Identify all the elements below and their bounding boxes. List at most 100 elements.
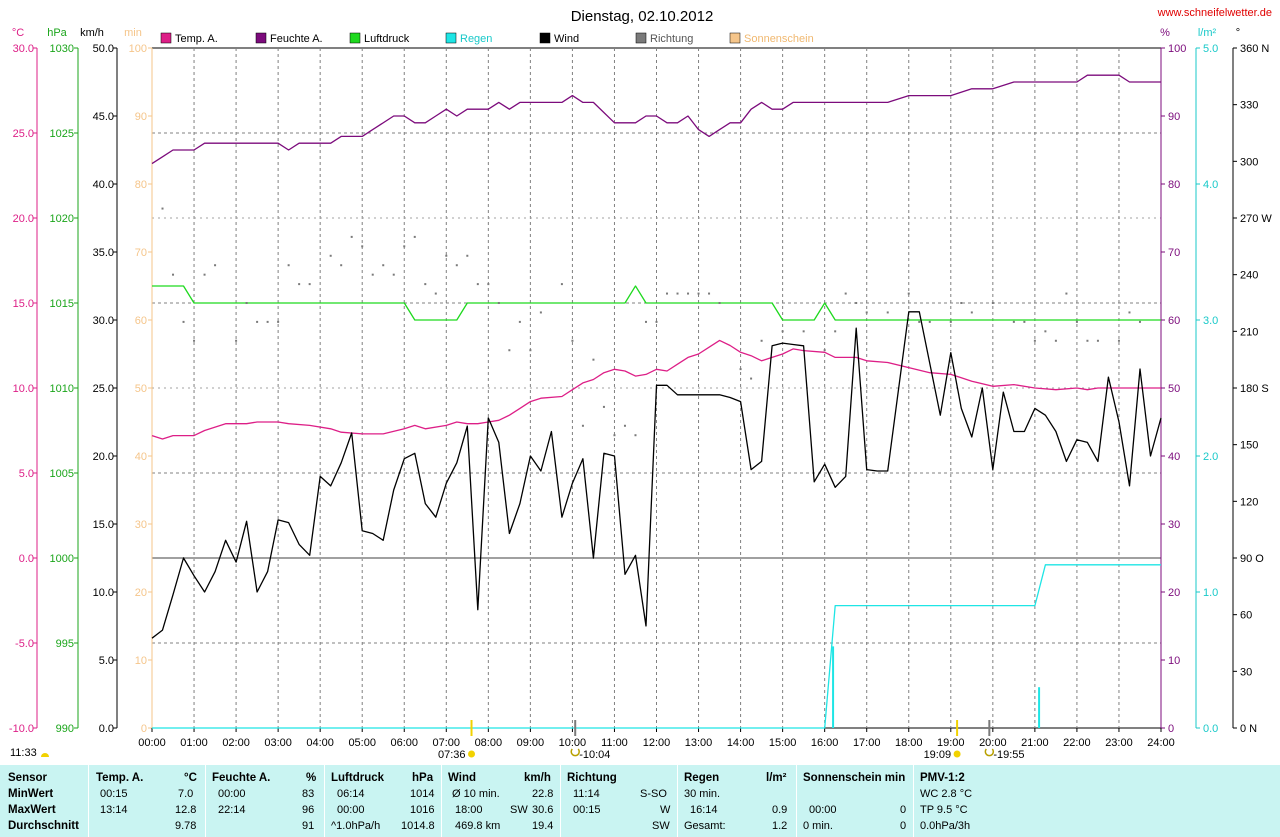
wind-unit-label: km/h bbox=[80, 27, 104, 39]
x-tick-label: 03:00 bbox=[264, 737, 292, 749]
x-tick-label: 24:00 bbox=[1147, 737, 1175, 749]
direction-point bbox=[560, 283, 563, 286]
rain-tick-label: 0.0 bbox=[1203, 723, 1218, 735]
legend-swatch bbox=[349, 32, 361, 44]
direction-tick-label: 120 bbox=[1240, 496, 1258, 508]
x-tick-label: 15:00 bbox=[769, 737, 797, 749]
wind-tick-label: 35.0 bbox=[93, 247, 114, 259]
moonrise-label: -19:55 bbox=[993, 749, 1024, 761]
direction-point bbox=[277, 320, 280, 323]
direction-point bbox=[161, 207, 164, 210]
x-tick-label: 00:00 bbox=[138, 737, 166, 749]
direction-point bbox=[256, 320, 259, 323]
direction-point bbox=[1086, 339, 1089, 342]
x-tick-label: 06:00 bbox=[390, 737, 418, 749]
direction-point bbox=[287, 264, 290, 267]
stats-humidity-min-time: 00:00 bbox=[218, 788, 246, 800]
humidity-tick-label: 80 bbox=[1168, 179, 1180, 191]
humidity-tick-label: 50 bbox=[1168, 383, 1180, 395]
x-tick-label: 01:00 bbox=[180, 737, 208, 749]
direction-point bbox=[361, 245, 364, 248]
direction-point bbox=[266, 320, 269, 323]
direction-point bbox=[214, 264, 217, 267]
stats-temp-header: Temp. A. bbox=[96, 772, 144, 784]
direction-point bbox=[518, 320, 521, 323]
direction-point bbox=[193, 339, 196, 342]
stats-pressure-header: Luftdruck bbox=[331, 772, 385, 784]
stats-wind-avg: 19.4 bbox=[532, 820, 554, 832]
direction-point bbox=[403, 245, 406, 248]
stats-rain-unit: l/m² bbox=[766, 772, 787, 784]
direction-point bbox=[245, 302, 248, 304]
direction-point bbox=[172, 273, 175, 276]
stats-wind-max-time: 18:00 bbox=[455, 804, 483, 816]
pressure-tick-label: 1005 bbox=[50, 468, 74, 480]
x-tick-label: 02:00 bbox=[222, 737, 250, 749]
stats-sun-header: Sonnenschein min bbox=[803, 772, 906, 784]
chart-title: Dienstag, 02.10.2012 bbox=[571, 8, 714, 25]
pressure-tick-label: 1025 bbox=[50, 128, 74, 140]
direction-point bbox=[834, 330, 837, 333]
direction-point bbox=[371, 273, 374, 276]
direction-point bbox=[655, 320, 658, 323]
humidity-tick-label: 100 bbox=[1168, 43, 1186, 55]
direction-point bbox=[918, 320, 921, 323]
stats-wind-max: 30.6 bbox=[532, 804, 554, 816]
stats-wind-distance: 469.8 km bbox=[455, 820, 501, 832]
row-label-max: MaxWert bbox=[8, 804, 56, 816]
direction-tick-label: 330 bbox=[1240, 100, 1258, 112]
temp-tick-label: 30.0 bbox=[13, 43, 34, 55]
direction-point bbox=[1054, 339, 1057, 342]
wind-tick-label: 30.0 bbox=[93, 315, 114, 327]
temp-tick-label: -10.0 bbox=[9, 723, 34, 735]
wind-tick-label: 0.0 bbox=[99, 723, 114, 735]
stats-pmv-windchill: WC 2.8 °C bbox=[920, 788, 973, 800]
stats-pressure-min: 1014 bbox=[410, 788, 435, 800]
legend-swatch bbox=[445, 32, 457, 44]
direction-point bbox=[497, 302, 500, 304]
sunset-label: 19:09 bbox=[924, 749, 952, 761]
pressure-tick-label: 990 bbox=[56, 723, 74, 735]
humidity-tick-label: 70 bbox=[1168, 247, 1180, 259]
stats-temp-min-time: 00:15 bbox=[100, 788, 128, 800]
direction-point bbox=[760, 339, 763, 342]
stats-temp-unit: °C bbox=[184, 772, 197, 784]
series-layer bbox=[151, 74, 1162, 729]
temp-tick-label: 5.0 bbox=[19, 468, 34, 480]
stats-sun-total: 0 bbox=[900, 820, 907, 832]
direction-point bbox=[203, 273, 206, 276]
stats-table: Sensor MinWert MaxWert Durchschnitt Temp… bbox=[0, 765, 1280, 837]
legend-swatch bbox=[539, 32, 551, 44]
stats-pmv-header: PMV-1:2 bbox=[920, 772, 965, 784]
direction-point bbox=[666, 292, 669, 295]
legend-label: Feuchte A. bbox=[270, 33, 323, 45]
direction-point bbox=[676, 292, 679, 295]
sunrise-icon bbox=[468, 750, 476, 758]
wind-tick-label: 40.0 bbox=[93, 179, 114, 191]
pressure-tick-label: 1000 bbox=[50, 553, 74, 565]
direction-tick-label: 90 O bbox=[1240, 553, 1264, 565]
legend-label: Luftdruck bbox=[364, 33, 410, 45]
direction-point bbox=[1128, 311, 1131, 314]
wind-tick-label: 25.0 bbox=[93, 383, 114, 395]
direction-point bbox=[350, 235, 353, 238]
stats-pressure-min-time: 06:14 bbox=[337, 788, 365, 800]
direction-point bbox=[1117, 339, 1120, 342]
stats-direction-max: W bbox=[660, 804, 671, 816]
direction-point bbox=[529, 349, 532, 352]
wind-tick-label: 20.0 bbox=[93, 451, 114, 463]
stats-pmv-dewpoint: TP 9.5 °C bbox=[920, 804, 968, 816]
sun-tick-label: 50 bbox=[135, 383, 147, 395]
direction-point bbox=[970, 311, 973, 314]
direction-point bbox=[1033, 339, 1036, 342]
moonset-label: -10:04 bbox=[579, 749, 610, 761]
rain-tick-label: 2.0 bbox=[1203, 451, 1218, 463]
sun-unit-label: min bbox=[124, 27, 142, 39]
direction-point bbox=[844, 292, 847, 295]
row-label-avg: Durchschnitt bbox=[8, 820, 79, 832]
sun-tick-label: 30 bbox=[135, 519, 147, 531]
time-markers: 07:36 19:09 -10:04 -19:55 11:33 bbox=[10, 720, 1025, 761]
direction-point bbox=[991, 302, 994, 304]
sun-tick-label: 100 bbox=[129, 43, 147, 55]
direction-point bbox=[182, 320, 185, 323]
